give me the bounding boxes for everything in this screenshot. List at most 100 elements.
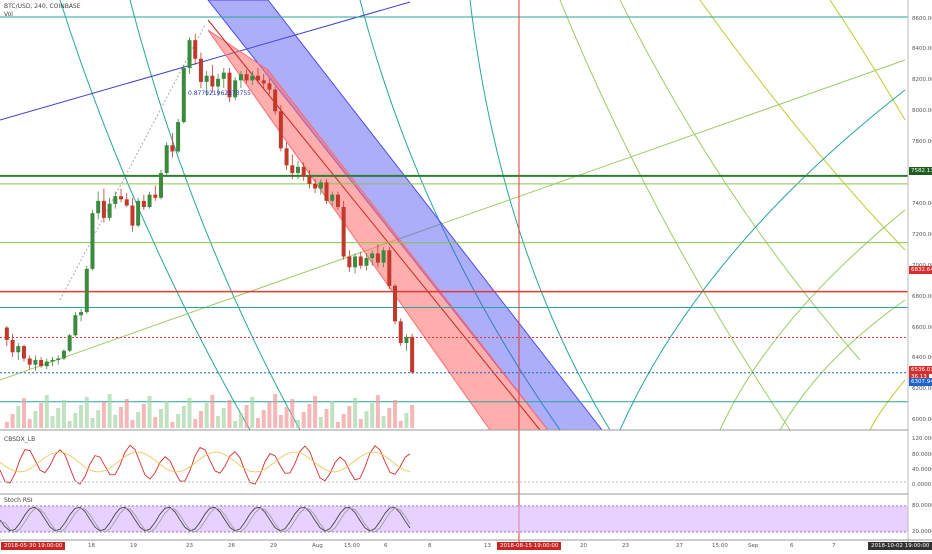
candle-body <box>4 327 9 340</box>
candle-body <box>375 253 380 263</box>
volume-bar <box>84 397 89 428</box>
candle-body <box>193 40 198 59</box>
candle-body <box>170 145 175 152</box>
candle-body <box>381 250 386 263</box>
volume-bar <box>284 407 289 428</box>
gann-arc <box>779 299 906 431</box>
candle-body <box>79 312 84 316</box>
fib-line <box>59 24 206 301</box>
candle-body <box>301 166 306 177</box>
time-tick-label: 6 <box>384 543 388 549</box>
candle-body <box>44 361 49 367</box>
price-tag: 6536.03 <box>909 366 932 374</box>
price-tick-label: 8600.00 <box>912 15 932 22</box>
volume-bar <box>375 395 380 428</box>
candle-body <box>141 200 146 208</box>
candle-body <box>273 89 278 112</box>
candle-body <box>370 253 375 259</box>
cmo-pane-label: CBSDX_LB <box>4 436 36 443</box>
gann-arc <box>619 89 906 431</box>
volume-bar <box>307 404 312 428</box>
volume-bar <box>233 421 238 428</box>
time-tick-label: 20 <box>580 543 587 549</box>
time-tick-label: 18 <box>88 543 95 549</box>
volume-bar <box>244 405 249 428</box>
candle-body <box>107 203 112 218</box>
volume-bar <box>216 416 221 428</box>
fan-line <box>0 59 906 381</box>
candle-body <box>295 166 300 174</box>
candle-body <box>227 72 232 98</box>
volume-bar <box>250 397 255 428</box>
start-date-badge: 2018-05-30 19:00:00 <box>1 542 66 550</box>
candle-body <box>130 205 135 226</box>
candle-body <box>204 75 209 82</box>
time-tick-label: 7 <box>832 543 836 549</box>
time-tick-label: 27 <box>676 543 683 549</box>
volume-bar <box>193 419 198 428</box>
candle-body <box>136 200 141 226</box>
volume-bar <box>301 412 306 428</box>
candle-body <box>147 194 152 208</box>
volume-bar <box>101 402 106 428</box>
end-date-badge: 2018-10-02 19:00:00 <box>868 542 932 550</box>
rsi-tick-label: 80.0000 <box>912 503 932 509</box>
price-tick-label: 6000.00 <box>912 417 932 424</box>
candle-body <box>238 74 243 81</box>
gann-arc <box>869 379 906 431</box>
volume-bar <box>410 405 415 428</box>
candle-body <box>387 250 392 286</box>
volume-bar <box>73 413 78 428</box>
rsi-pane-label: Stoch RSI <box>4 497 33 504</box>
volume-bar <box>147 396 152 428</box>
volume-bar <box>130 420 135 428</box>
gann-arc <box>359 0 561 431</box>
candle-body <box>284 148 289 166</box>
candle-body <box>67 335 72 351</box>
candle-body <box>101 200 106 218</box>
volume-bar <box>10 414 15 428</box>
time-tick-label: 15:00 <box>712 543 728 549</box>
volume-bar <box>27 419 32 428</box>
candle-body <box>16 346 21 353</box>
volume-bar <box>341 414 346 428</box>
volume-bar <box>353 398 358 428</box>
price-tag: 36.13 <box>909 373 929 381</box>
candle-body <box>324 182 329 201</box>
candle-body <box>61 350 66 359</box>
volume-bar <box>119 407 124 428</box>
price-tick-label: 7400.00 <box>912 200 932 207</box>
cmo-tick-label: 80.0000 <box>912 452 932 458</box>
regression-channel-upper <box>207 0 604 431</box>
volume-bar <box>181 406 186 428</box>
candle-body <box>261 80 266 84</box>
candle-body <box>398 321 403 344</box>
volume-bar <box>267 402 272 428</box>
candle-body <box>278 111 283 149</box>
candle-body <box>330 194 335 201</box>
volume-bar <box>136 412 141 428</box>
candle-body <box>221 72 226 79</box>
candle-body <box>113 196 118 204</box>
volume-bar <box>398 421 403 428</box>
price-tick-label: 7200.00 <box>912 231 932 238</box>
gann-arc <box>469 0 611 431</box>
volume-bar <box>4 422 9 428</box>
gann-arc <box>59 0 251 431</box>
candle-body <box>335 194 340 208</box>
volume-bar <box>107 394 112 428</box>
candle-body <box>21 346 26 359</box>
volume-bar <box>318 417 323 428</box>
stoch-d-line <box>0 507 411 533</box>
candle-body <box>158 173 163 198</box>
volume-bar <box>33 411 38 428</box>
cmo-signal-line <box>0 451 411 473</box>
candle-body <box>210 75 215 87</box>
candle-body <box>410 336 415 373</box>
volume-bar <box>364 411 369 428</box>
candle-body <box>50 360 55 362</box>
price-tick-label: 6400.00 <box>912 355 932 362</box>
candle-body <box>187 40 192 68</box>
